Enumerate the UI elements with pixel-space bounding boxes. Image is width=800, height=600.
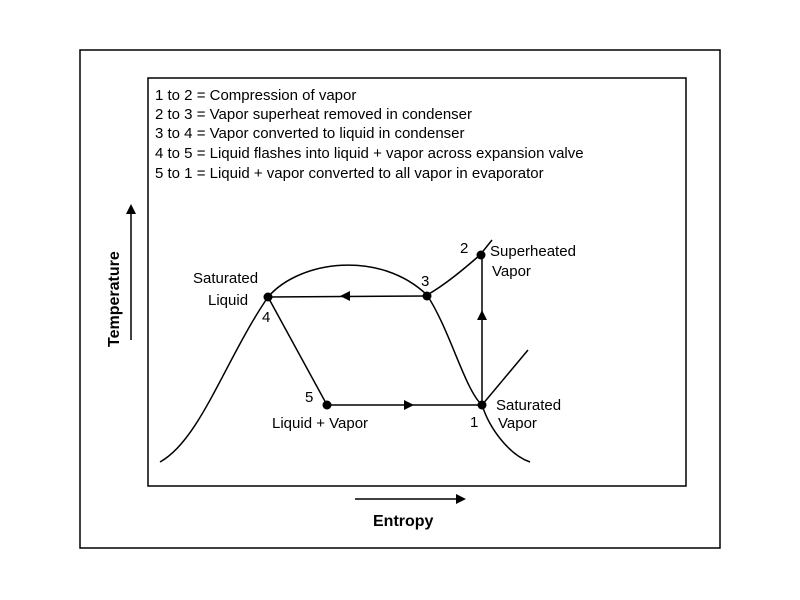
point-label-1: 1 — [470, 414, 478, 431]
legend-line-3: 3 to 4 = Vapor converted to liquid in co… — [155, 125, 465, 142]
state-point-2 — [476, 250, 486, 260]
outer-frame — [79, 49, 721, 549]
x-axis-arrowhead — [456, 494, 466, 504]
superheated-vapor-label-1: Superheated — [490, 243, 576, 260]
saturated-vapor-label-1: Saturated — [496, 397, 561, 414]
legend-line-2: 2 to 3 = Vapor superheat removed in cond… — [155, 106, 472, 123]
plot-box — [147, 77, 687, 487]
y-axis-label: Temperature — [106, 251, 123, 347]
cycle-line-4-5 — [267, 296, 328, 406]
legend-line-4: 4 to 5 = Liquid flashes into liquid + va… — [155, 145, 584, 162]
vapor-extension-line — [481, 349, 529, 406]
arrow-up-1-2 — [477, 310, 487, 320]
state-point-4 — [263, 292, 273, 302]
saturated-vapor-label-2: Vapor — [498, 415, 537, 432]
arrow-right-5-1 — [404, 400, 414, 410]
legend: 1 to 2 = Compression of vapor 2 to 3 = V… — [155, 87, 584, 182]
x-axis-label: Entropy — [373, 513, 434, 530]
superheated-vapor-label-2: Vapor — [492, 263, 531, 280]
state-point-1 — [477, 400, 487, 410]
point-label-5: 5 — [305, 389, 313, 406]
saturated-liquid-label-1: Saturated — [193, 270, 258, 287]
point-label-3: 3 — [421, 273, 429, 290]
legend-line-1: 1 to 2 = Compression of vapor — [155, 87, 356, 104]
y-axis-arrowhead — [126, 204, 136, 214]
point-label-4: 4 — [262, 309, 270, 326]
state-point-5 — [322, 400, 332, 410]
saturated-liquid-label-2: Liquid — [208, 292, 248, 309]
arrow-left-3-4 — [340, 291, 350, 301]
state-point-3 — [422, 291, 432, 301]
liquid-vapor-label: Liquid + Vapor — [272, 415, 368, 432]
legend-line-5: 5 to 1 = Liquid + vapor converted to all… — [155, 165, 544, 182]
point-label-2: 2 — [460, 240, 468, 257]
